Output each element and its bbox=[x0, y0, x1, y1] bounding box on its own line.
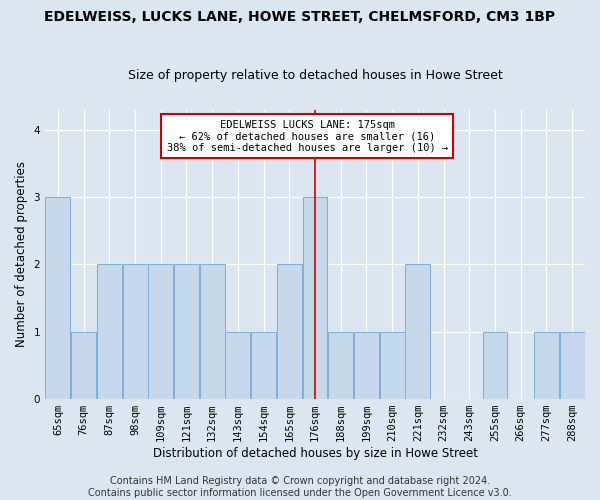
X-axis label: Distribution of detached houses by size in Howe Street: Distribution of detached houses by size … bbox=[152, 447, 478, 460]
Bar bbox=[46, 197, 70, 399]
Bar bbox=[148, 264, 173, 399]
Bar bbox=[71, 332, 96, 399]
Bar bbox=[122, 264, 148, 399]
Bar bbox=[560, 332, 584, 399]
Y-axis label: Number of detached properties: Number of detached properties bbox=[15, 162, 28, 348]
Bar bbox=[251, 332, 276, 399]
Bar bbox=[174, 264, 199, 399]
Bar bbox=[354, 332, 379, 399]
Bar bbox=[328, 332, 353, 399]
Bar bbox=[406, 264, 430, 399]
Bar bbox=[380, 332, 404, 399]
Bar bbox=[482, 332, 508, 399]
Bar bbox=[200, 264, 224, 399]
Text: Contains HM Land Registry data © Crown copyright and database right 2024.
Contai: Contains HM Land Registry data © Crown c… bbox=[88, 476, 512, 498]
Bar bbox=[277, 264, 302, 399]
Bar bbox=[97, 264, 122, 399]
Bar bbox=[226, 332, 250, 399]
Bar bbox=[302, 197, 328, 399]
Bar bbox=[534, 332, 559, 399]
Title: Size of property relative to detached houses in Howe Street: Size of property relative to detached ho… bbox=[128, 69, 502, 82]
Text: EDELWEISS LUCKS LANE: 175sqm
← 62% of detached houses are smaller (16)
38% of se: EDELWEISS LUCKS LANE: 175sqm ← 62% of de… bbox=[167, 120, 448, 153]
Text: EDELWEISS, LUCKS LANE, HOWE STREET, CHELMSFORD, CM3 1BP: EDELWEISS, LUCKS LANE, HOWE STREET, CHEL… bbox=[44, 10, 556, 24]
